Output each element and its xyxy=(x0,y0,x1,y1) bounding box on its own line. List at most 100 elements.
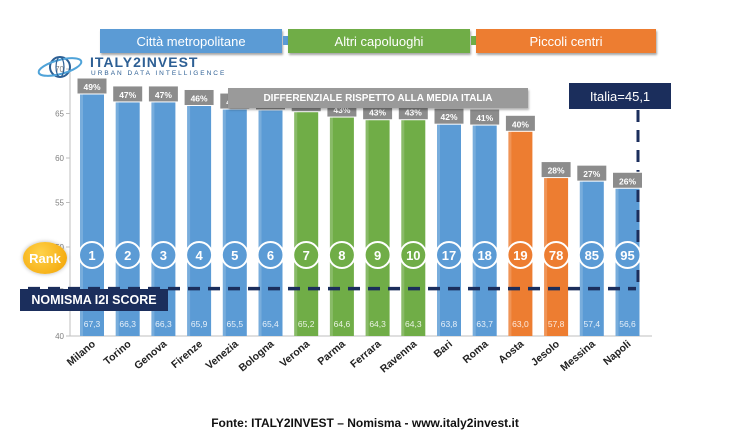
bar xyxy=(258,109,283,336)
bars xyxy=(80,93,640,337)
y-tick-label: 60 xyxy=(55,154,64,163)
legend-piccoli-centri: Piccoli centri xyxy=(476,29,656,53)
rank-label: 3 xyxy=(160,248,167,263)
rank-circle xyxy=(363,241,392,269)
bar xyxy=(222,109,247,336)
x-tick-label: Bari xyxy=(432,338,455,360)
bar xyxy=(187,105,212,337)
differential-label: 26% xyxy=(619,176,636,186)
rank-label: 18 xyxy=(477,248,491,263)
value-label: 65,4 xyxy=(262,319,279,329)
differential-label-box xyxy=(147,85,179,103)
rank-circle xyxy=(506,241,535,269)
legend-connector xyxy=(283,36,292,45)
differential-label: 41% xyxy=(476,113,493,123)
x-tick-label: Genova xyxy=(132,338,169,372)
value-label: 64,3 xyxy=(405,319,422,329)
differential-label: 27% xyxy=(583,169,600,179)
rank-circle xyxy=(470,241,499,269)
value-label: 64,3 xyxy=(369,319,386,329)
legend-label: Piccoli centri xyxy=(529,33,603,49)
legend-label: Altri capoluoghi xyxy=(334,33,424,49)
x-tick-label: Firenze xyxy=(169,338,205,371)
rank-label: 2 xyxy=(124,248,131,263)
rank-circle xyxy=(577,241,606,269)
italia-reference-label: Italia=45,1 xyxy=(569,83,671,109)
bar-highlight xyxy=(472,125,476,336)
differential-label: 43% xyxy=(333,105,350,115)
differential-label-box xyxy=(112,85,144,103)
x-tick-label: Jesolo xyxy=(529,338,562,369)
bar xyxy=(401,119,426,336)
value-label: 63,7 xyxy=(476,319,493,329)
bar-highlight xyxy=(222,109,226,336)
y-tick-label: 40 xyxy=(55,332,64,341)
value-label: 66,3 xyxy=(119,319,136,329)
differential-label: 46% xyxy=(191,93,208,103)
bar-highlight xyxy=(365,119,369,336)
y-tick-label: 70 xyxy=(55,65,64,74)
rank-circle xyxy=(256,241,285,269)
bar-highlight xyxy=(329,117,333,336)
value-label: 63,0 xyxy=(512,319,529,329)
rank-label: 5 xyxy=(231,248,238,263)
x-tick-label: Aosta xyxy=(496,338,526,366)
differential-label: 28% xyxy=(548,166,565,176)
logo: ITALY2INVEST URBAN DATA INTELLIGENCE xyxy=(34,50,234,84)
source-note: Fonte: ITALY2INVEST – Nomisma - www.ital… xyxy=(211,416,519,430)
rank-label: 10 xyxy=(406,248,420,263)
y-tick-label: 65 xyxy=(55,110,64,119)
bar xyxy=(437,124,461,337)
y-tick-label: 55 xyxy=(55,199,64,208)
rank-label: 78 xyxy=(549,248,563,263)
rank-circle xyxy=(113,241,142,269)
differential-label: 43% xyxy=(369,108,386,118)
rank-label: 85 xyxy=(585,248,599,263)
rank-circle xyxy=(185,241,214,269)
bar xyxy=(508,131,533,336)
bar-highlight xyxy=(187,105,191,337)
legend-altri-capoluoghi: Altri capoluoghi xyxy=(288,29,470,53)
bar xyxy=(472,125,497,336)
bar-highlight xyxy=(80,93,83,336)
subtitle: DIFFERENZIALE RISPETTO ALLA MEDIA ITALIA xyxy=(228,88,528,108)
differential-label: 49% xyxy=(83,82,100,92)
value-label: 67,3 xyxy=(84,319,101,329)
differential-label-box xyxy=(183,88,215,106)
rank-label: 19 xyxy=(513,248,527,263)
differential-label-box xyxy=(469,108,501,126)
value-label: 64,6 xyxy=(334,319,351,329)
value-label: 65,2 xyxy=(298,319,315,329)
logo-tagline: URBAN DATA INTELLIGENCE xyxy=(91,70,227,77)
value-label: 57,8 xyxy=(548,319,565,329)
rank-label: 17 xyxy=(442,248,456,263)
globe-icon xyxy=(37,56,83,78)
bar-highlight xyxy=(401,119,405,336)
rank-circle xyxy=(292,241,321,269)
value-label: 56,6 xyxy=(619,319,636,329)
x-tick-label: Parma xyxy=(316,338,348,368)
rank-label: 7 xyxy=(303,248,310,263)
rank-circle xyxy=(78,241,106,269)
bar-highlight xyxy=(258,109,262,336)
differential-label-box xyxy=(504,114,536,132)
differential-label: 47% xyxy=(155,90,172,100)
rank-circle xyxy=(149,241,178,269)
differential-label-box xyxy=(433,107,465,125)
rank-circle xyxy=(435,241,463,269)
x-tick-label: Bologna xyxy=(237,338,277,374)
differential-label-box xyxy=(612,171,643,189)
value-label: 63,8 xyxy=(441,319,458,329)
differential-label: 40% xyxy=(512,119,529,129)
bar-highlight xyxy=(508,131,512,336)
bar-highlight xyxy=(151,101,155,337)
differential-label: 47% xyxy=(119,90,136,100)
differential-label-box xyxy=(76,77,108,95)
bar-highlight xyxy=(294,111,298,336)
rank-label: 8 xyxy=(338,248,345,263)
rank-label: 4 xyxy=(195,248,203,263)
differential-label: 42% xyxy=(440,112,457,122)
bar-highlight xyxy=(115,101,119,337)
differential-label-box xyxy=(576,164,608,182)
